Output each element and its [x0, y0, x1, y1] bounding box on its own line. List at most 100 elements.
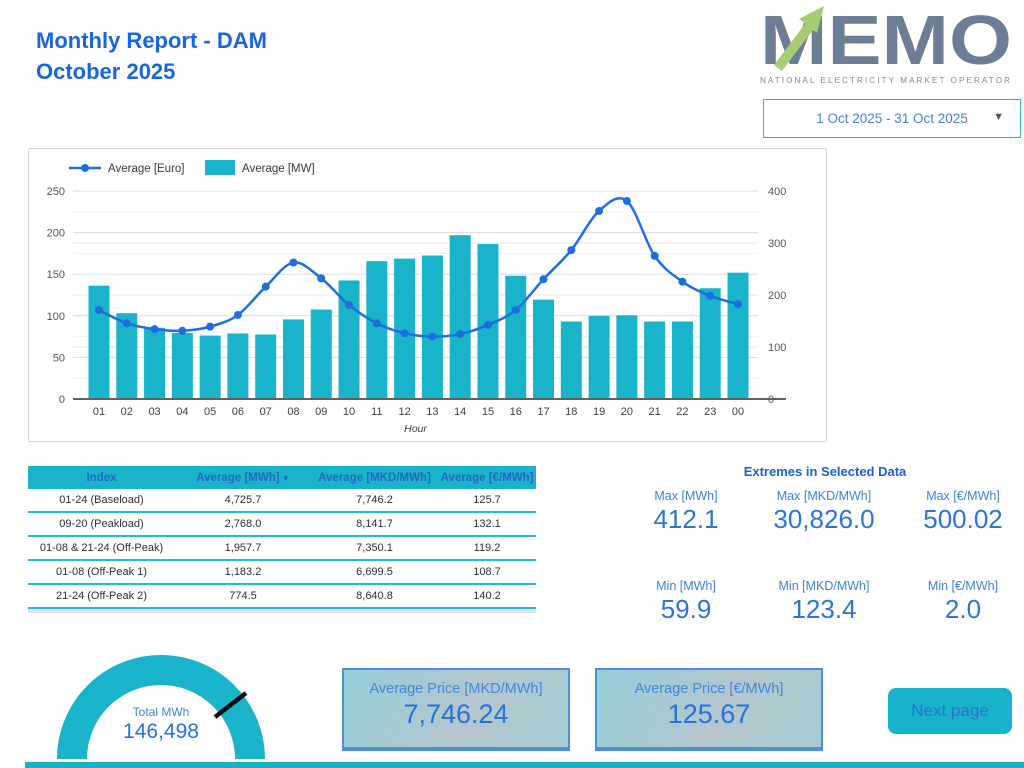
- bar-hour-21[interactable]: [644, 321, 666, 398]
- date-range-selector[interactable]: 1 Oct 2025 - 31 Oct 2025 ▼: [763, 99, 1021, 138]
- line-point-hour-12[interactable]: [400, 329, 409, 338]
- table-cell: 125.7: [438, 489, 536, 513]
- line-point-hour-07[interactable]: [261, 282, 270, 291]
- legend-line-dot-icon: [81, 164, 89, 172]
- extremes-min-row: Min [MWh] 59.9 Min [MKD/MWh] 123.4 Min […: [630, 579, 1020, 625]
- stat-max-eur: Max [€/MWh] 500.02: [923, 489, 1003, 534]
- table-row[interactable]: 01-08 (Off-Peak 1) 1,183.2 6,699.5 108.7: [28, 560, 536, 585]
- bar-hour-05[interactable]: [199, 335, 221, 398]
- table-row[interactable]: 21-24 (Off-Peak 2) 774.5 8,640.8 140.2: [28, 584, 536, 609]
- column-header-0[interactable]: Index: [28, 466, 175, 489]
- line-point-hour-06[interactable]: [233, 310, 242, 319]
- table-cell: 2,768.0: [175, 512, 311, 537]
- stat-min-mwh: Min [MWh] 59.9: [656, 579, 716, 624]
- axis-label: 250: [47, 186, 65, 198]
- table-cell: 09-20 (Peakload): [28, 512, 175, 537]
- table-row[interactable]: 09-20 (Peakload) 2,768.0 8,141.7 132.1: [28, 512, 536, 537]
- next-page-button[interactable]: Next page: [888, 688, 1012, 734]
- bar-hour-22[interactable]: [671, 321, 693, 398]
- line-point-hour-11[interactable]: [372, 319, 381, 328]
- line-point-hour-14[interactable]: [456, 330, 465, 339]
- column-header-1[interactable]: Average [MWh] ▼: [175, 466, 311, 489]
- axis-label: 16: [510, 406, 522, 418]
- axis-label: 03: [148, 406, 160, 418]
- axis-label: 15: [482, 406, 494, 418]
- bar-hour-02[interactable]: [116, 313, 138, 398]
- table-cell: 132.1: [438, 512, 536, 537]
- line-point-hour-18[interactable]: [567, 246, 576, 255]
- bar-hour-09[interactable]: [310, 309, 332, 398]
- line-point-hour-22[interactable]: [678, 277, 687, 286]
- axis-label: 0: [768, 394, 774, 406]
- bar-hour-17[interactable]: [533, 299, 555, 398]
- avg-price-eur-value: 125.67: [667, 699, 751, 729]
- axis-label: 20: [621, 406, 633, 418]
- axis-label: 07: [260, 406, 272, 418]
- table-cell: 4,725.7: [175, 489, 311, 513]
- bar-hour-14[interactable]: [449, 235, 471, 398]
- footer-accent-bar: [25, 762, 1024, 768]
- bar-hour-18[interactable]: [560, 321, 582, 398]
- line-point-hour-02[interactable]: [122, 319, 131, 328]
- bar-hour-07[interactable]: [255, 334, 277, 398]
- total-mwh-gauge: [56, 645, 266, 761]
- table-row[interactable]: 01-24 (Baseload) 4,725.7 7,746.2 125.7: [28, 489, 536, 513]
- bar-hour-12[interactable]: [394, 258, 416, 398]
- line-point-hour-23[interactable]: [706, 291, 715, 300]
- line-point-hour-19[interactable]: [595, 206, 604, 215]
- line-point-hour-10[interactable]: [345, 300, 354, 309]
- table-cell: 1,183.2: [175, 560, 311, 585]
- bar-hour-13[interactable]: [421, 255, 443, 398]
- avg-price-mkd-card: Average Price [MKD/MWh] 7,746.24: [342, 668, 570, 751]
- axis-label: 22: [676, 406, 688, 418]
- axis-label: 04: [176, 406, 188, 418]
- table-row[interactable]: 01-08 & 21-24 (Off-Peak) 1,957.7 7,350.1 11…: [28, 536, 536, 561]
- line-point-hour-08[interactable]: [289, 258, 298, 267]
- axis-label: 05: [204, 406, 216, 418]
- line-point-hour-01[interactable]: [95, 305, 103, 314]
- axis-label: 14: [454, 406, 466, 418]
- stat-max-mkd: Max [MKD/MWh] 30,826.0: [773, 489, 875, 534]
- gauge-text: Total MWh 146,498: [56, 705, 266, 744]
- bar-hour-20[interactable]: [616, 315, 638, 398]
- gauge-arc: [57, 655, 265, 760]
- line-point-hour-09[interactable]: [317, 274, 326, 283]
- legend-bar-swatch-icon: [205, 160, 235, 175]
- bar-hour-23[interactable]: [699, 288, 721, 398]
- page-title-line1: Monthly Report - DAM: [36, 28, 267, 53]
- column-header-3[interactable]: Average [€/MWh]: [438, 466, 536, 489]
- column-header-2[interactable]: Average [MKD/MWh]: [311, 466, 438, 489]
- line-point-hour-00[interactable]: [734, 300, 742, 309]
- bar-hour-01[interactable]: [88, 285, 110, 398]
- sort-descending-icon: ▼: [279, 473, 290, 483]
- line-point-hour-05[interactable]: [206, 322, 215, 331]
- bar-hour-16[interactable]: [505, 275, 527, 398]
- line-point-hour-21[interactable]: [650, 251, 659, 260]
- table-cell: 140.2: [438, 584, 536, 609]
- bar-hour-04[interactable]: [171, 332, 193, 398]
- table-shadow: [28, 609, 536, 613]
- table-cell: 01-08 & 21-24 (Off-Peak): [28, 536, 175, 561]
- index-averages-table: Index Average [MWh] ▼ Average [MKD/MWh] Ave…: [28, 466, 536, 609]
- line-point-hour-15[interactable]: [483, 320, 492, 329]
- line-point-hour-13[interactable]: [428, 332, 437, 341]
- table-cell: 01-08 (Off-Peak 1): [28, 560, 175, 585]
- bar-hour-03[interactable]: [144, 327, 166, 398]
- bar-hour-06[interactable]: [227, 333, 249, 398]
- axis-label: 00: [732, 406, 744, 418]
- line-point-hour-03[interactable]: [150, 325, 159, 334]
- gauge-value: 146,498: [123, 720, 199, 743]
- growth-arrow-icon: [774, 6, 824, 72]
- bar-hour-00[interactable]: [727, 272, 749, 398]
- axis-label: 400: [768, 186, 786, 198]
- line-point-hour-16[interactable]: [511, 305, 520, 314]
- bar-hour-11[interactable]: [366, 261, 388, 398]
- bar-hour-08[interactable]: [282, 319, 304, 398]
- bar-hour-19[interactable]: [588, 315, 610, 398]
- line-point-hour-20[interactable]: [622, 196, 631, 205]
- axis-label: 0: [59, 394, 65, 406]
- axis-label: 12: [398, 406, 410, 418]
- table-cell: 8,640.8: [311, 584, 438, 609]
- line-point-hour-04[interactable]: [178, 326, 187, 335]
- line-point-hour-17[interactable]: [539, 275, 548, 284]
